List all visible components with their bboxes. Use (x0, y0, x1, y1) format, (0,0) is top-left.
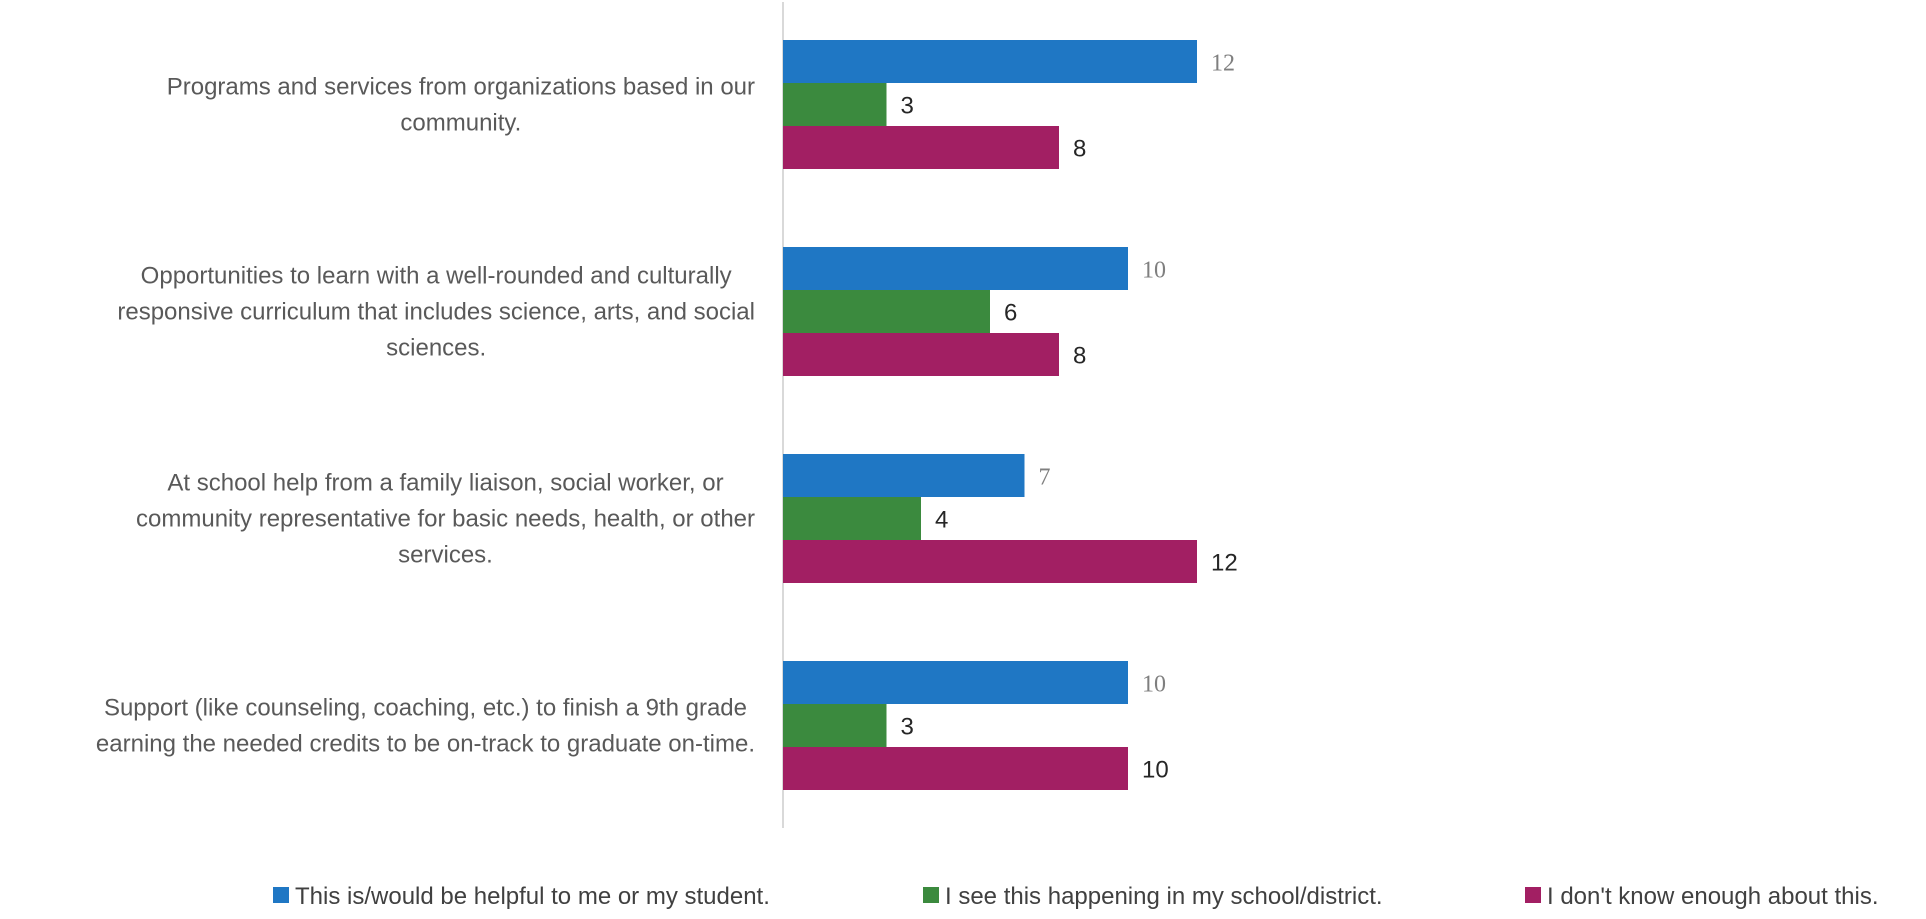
category-label: Opportunities to learn with a well-round… (117, 263, 755, 362)
category-label-line: community representative for basic needs… (136, 506, 755, 533)
category-label-line: Programs and services from organizations… (167, 74, 755, 101)
bar-dont-know (783, 333, 1059, 376)
data-label: 10 (1142, 258, 1166, 284)
category-label-line: Opportunities to learn with a well-round… (141, 263, 732, 290)
legend: This is/would be helpful to me or my stu… (273, 883, 1879, 910)
legend-swatch (1525, 887, 1541, 903)
legend-swatch (273, 887, 289, 903)
bar-dont-know (783, 540, 1197, 583)
bar-happening (783, 290, 990, 333)
data-label: 10 (1142, 672, 1166, 698)
data-label: 6 (1004, 300, 1017, 327)
data-label: 12 (1211, 51, 1235, 77)
category-label: At school help from a family liaison, so… (136, 470, 755, 569)
category-label-line: Support (like counseling, coaching, etc.… (104, 695, 747, 722)
data-label: 3 (901, 714, 914, 741)
category-label: Support (like counseling, coaching, etc.… (96, 695, 755, 758)
legend-entry: I don't know enough about this. (1547, 883, 1879, 910)
category-labels: Programs and services from organizations… (96, 74, 755, 758)
bar-happening (783, 497, 921, 540)
data-label: 8 (1073, 343, 1086, 370)
bars-group (783, 40, 1197, 790)
data-label: 7 (1039, 465, 1051, 491)
legend-entry: I see this happening in my school/distri… (945, 883, 1383, 910)
bar-helpful (783, 454, 1025, 497)
data-label: 8 (1073, 136, 1086, 163)
category-label-line: earning the needed credits to be on-trac… (96, 731, 755, 758)
data-label: 10 (1142, 757, 1169, 784)
bar-helpful (783, 40, 1197, 83)
bar-dont-know (783, 747, 1128, 790)
category-label-line: At school help from a family liaison, so… (167, 470, 723, 497)
category-label-line: community. (400, 110, 521, 137)
data-label: 4 (935, 507, 948, 534)
bar-helpful (783, 661, 1128, 704)
data-label: 12 (1211, 550, 1238, 577)
bar-happening (783, 83, 887, 126)
data-labels-group: 12 3 8 10 6 8 7 4 12 10 3 10 (901, 51, 1238, 784)
bar-helpful (783, 247, 1128, 290)
category-label: Programs and services from organizations… (167, 74, 755, 137)
category-label-line: responsive curriculum that includes scie… (117, 299, 755, 326)
bar-happening (783, 704, 887, 747)
legend-swatch (923, 887, 939, 903)
category-label-line: services. (398, 542, 493, 569)
category-label-line: sciences. (386, 335, 486, 362)
legend-entry: This is/would be helpful to me or my stu… (295, 883, 770, 910)
data-label: 3 (901, 93, 914, 120)
bar-dont-know (783, 126, 1059, 169)
